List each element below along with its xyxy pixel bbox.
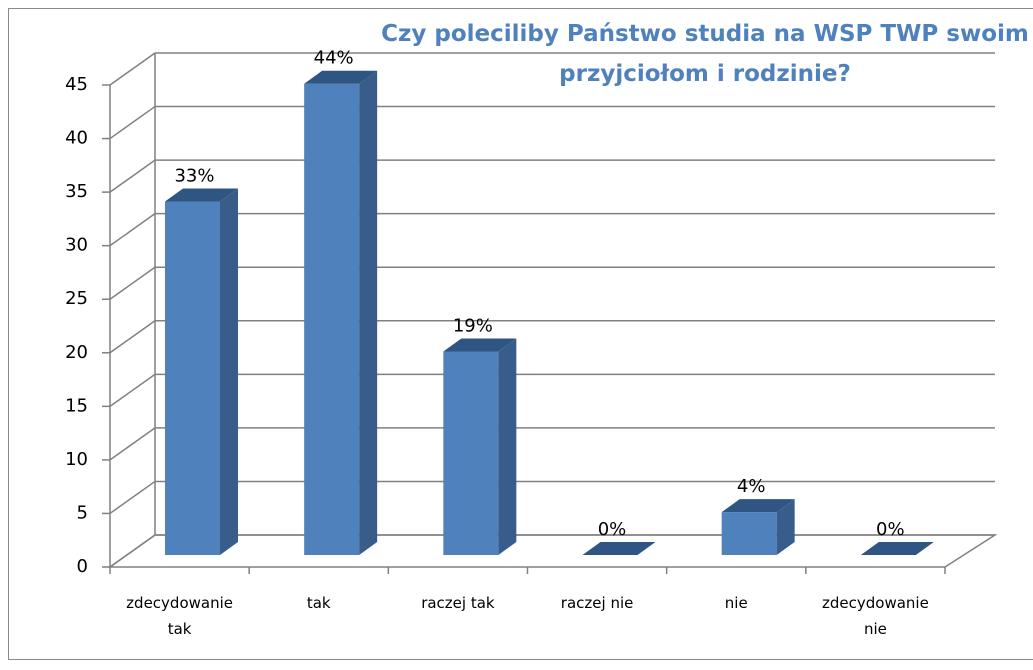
x-tick-label: nie bbox=[724, 594, 748, 612]
bar bbox=[443, 351, 499, 555]
grid-line bbox=[109, 266, 156, 300]
grid-line bbox=[109, 427, 156, 461]
y-tick-label: 5 bbox=[77, 502, 88, 523]
y-tick-label: 40 bbox=[65, 128, 88, 149]
y-tick-label: 30 bbox=[65, 235, 88, 256]
x-tick-label: raczej tak bbox=[421, 594, 495, 612]
chart-title: Czy poleciliby Państwo studia na WSP TWP… bbox=[381, 21, 1029, 87]
data-label: 19% bbox=[453, 315, 493, 336]
grid-line bbox=[109, 534, 156, 568]
y-tick-label: 25 bbox=[65, 288, 88, 309]
x-tick-label: zdecydowanie nie bbox=[822, 594, 929, 638]
bar-side bbox=[498, 338, 517, 555]
bar-top bbox=[304, 70, 378, 84]
y-tick-label: 10 bbox=[65, 449, 88, 470]
bar bbox=[304, 83, 360, 555]
y-tick-label: 15 bbox=[65, 395, 88, 416]
bar-top bbox=[860, 542, 934, 555]
grid-line bbox=[109, 373, 156, 407]
bar-top bbox=[582, 542, 656, 555]
grid-line bbox=[109, 480, 156, 515]
bar-side bbox=[220, 188, 238, 556]
data-label: 33% bbox=[174, 166, 214, 187]
x-tick-label: tak bbox=[306, 594, 331, 612]
y-tick-label: 45 bbox=[65, 74, 88, 95]
y-tick-label: 35 bbox=[65, 181, 88, 202]
bar bbox=[721, 512, 777, 555]
y-tick-label: 20 bbox=[65, 342, 88, 363]
bar-top bbox=[721, 499, 795, 513]
chart-frame bbox=[8, 8, 1033, 660]
bar-top bbox=[165, 188, 238, 202]
floor bbox=[107, 534, 998, 568]
data-label: 44% bbox=[314, 48, 354, 69]
y-tick-label: 0 bbox=[77, 556, 88, 577]
x-tick-label: zdecydowanie tak bbox=[126, 594, 233, 638]
bar-side bbox=[776, 499, 795, 555]
data-label: 0% bbox=[598, 519, 627, 540]
data-label: 0% bbox=[876, 519, 905, 540]
grid-line bbox=[109, 105, 156, 140]
grid-line bbox=[109, 159, 156, 193]
grid-line bbox=[109, 320, 156, 354]
grid-line bbox=[109, 213, 156, 247]
grid-line bbox=[109, 52, 156, 86]
data-label: 4% bbox=[737, 476, 766, 497]
bar-side bbox=[359, 70, 378, 555]
x-tick-label: raczej nie bbox=[560, 594, 634, 612]
bar-top bbox=[443, 338, 517, 352]
bar bbox=[165, 201, 220, 556]
